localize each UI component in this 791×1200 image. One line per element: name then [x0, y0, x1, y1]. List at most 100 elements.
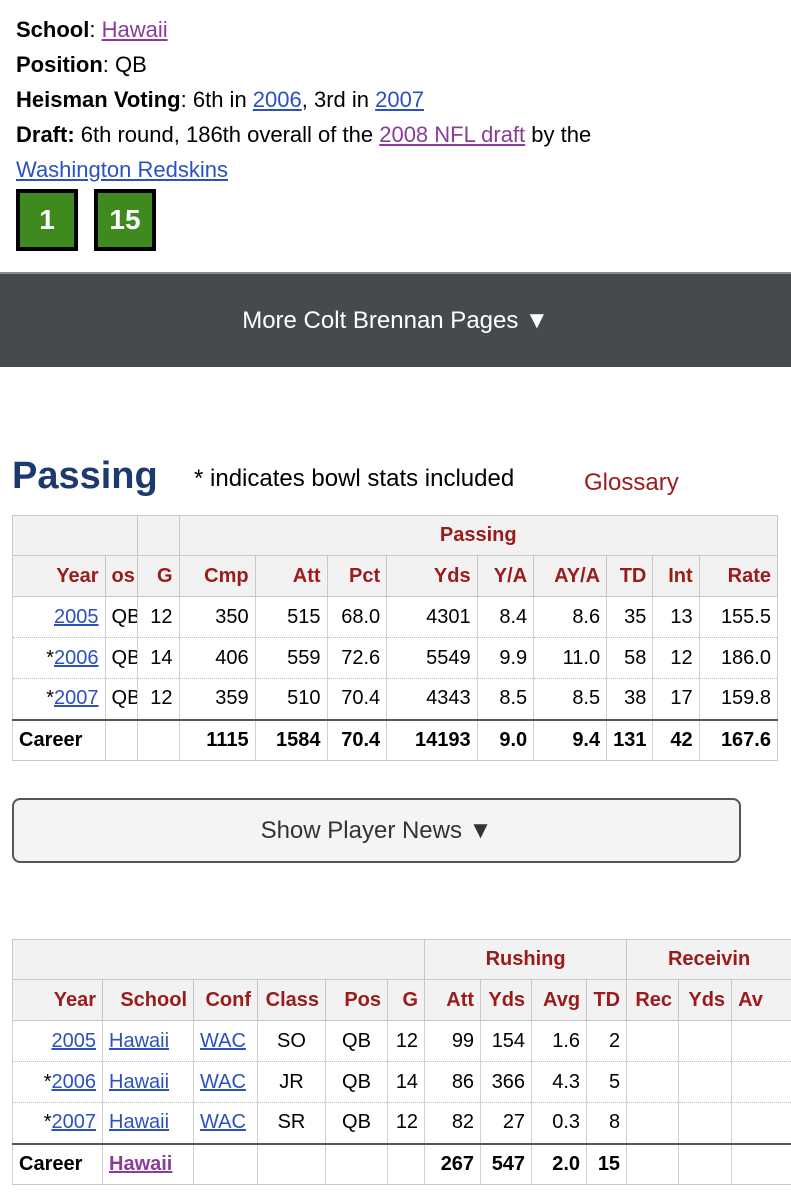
cmp-cell: 359 [178, 678, 256, 720]
heisman-text-2: , 3rd in [301, 87, 376, 112]
school-link[interactable]: Hawaii [109, 1070, 170, 1093]
pos-cell: QB [104, 637, 139, 679]
year-link[interactable]: 2006 [51, 1070, 97, 1093]
school-label: School [16, 17, 90, 42]
school-link[interactable]: Hawaii [109, 1029, 170, 1052]
col-pct[interactable]: Pct [326, 555, 388, 597]
col-rush-avg[interactable]: Avg [531, 979, 588, 1021]
table-row: *2007 Hawaii WAC SR QB 12 82 27 0.3 8 [12, 1102, 791, 1144]
conf-link[interactable]: WAC [200, 1070, 246, 1093]
glossary-link[interactable]: Glossary [584, 469, 679, 496]
draft-label: Draft: [16, 122, 75, 147]
col-td[interactable]: TD [606, 555, 654, 597]
table-row: *2007 QB 12 359 510 70.4 4343 8.5 8.5 38… [12, 678, 779, 720]
yds-cell: 4301 [386, 596, 478, 638]
col-pos[interactable]: Pos [325, 979, 388, 1021]
draft-link[interactable]: 2008 NFL draft [379, 122, 526, 147]
avg-cell: 4.3 [531, 1061, 588, 1103]
col-rec[interactable]: Rec [626, 979, 680, 1021]
rec-avg-cell [731, 1102, 791, 1144]
position-label: Position [16, 52, 103, 77]
cmp-cell: 1115 [178, 718, 256, 761]
year-link[interactable]: 2006 [54, 646, 99, 669]
heisman-year-link-2006[interactable]: 2006 [252, 87, 302, 112]
table-row: 2005 QB 12 350 515 68.0 4301 8.4 8.6 35 … [12, 596, 779, 638]
school-link[interactable]: Hawaii [109, 1111, 170, 1134]
avg-cell: 0.3 [531, 1102, 588, 1144]
col-ya[interactable]: Y/A [476, 555, 535, 597]
badge[interactable]: 1 [16, 189, 78, 251]
bowl-marker: * [43, 1070, 52, 1093]
rec-cell [626, 1061, 680, 1103]
col-yds[interactable]: Yds [386, 555, 478, 597]
heisman-year-link-2007[interactable]: 2007 [375, 87, 425, 112]
rec-cell [626, 1102, 680, 1144]
header-spacer [137, 515, 180, 556]
more-pages-button[interactable]: More Colt Brennan Pages ▼ [0, 272, 791, 367]
att-cell: 86 [424, 1061, 482, 1103]
ya-cell: 8.4 [476, 596, 535, 638]
school-link[interactable]: Hawaii [101, 17, 168, 42]
position-row: Position: QB [16, 52, 147, 77]
col-int[interactable]: Int [652, 555, 700, 597]
year-link[interactable]: 2007 [51, 1111, 97, 1134]
position-value: QB [115, 52, 147, 77]
draft-by-text: by the [525, 122, 592, 147]
career-label: Career [12, 718, 106, 761]
int-cell: 17 [652, 678, 700, 720]
att-cell: 267 [424, 1142, 482, 1185]
show-player-news-button[interactable]: Show Player News ▼ [12, 798, 741, 863]
year-link[interactable]: 2005 [54, 605, 99, 628]
career-school-link[interactable]: Hawaii [109, 1152, 173, 1175]
draft-team-link[interactable]: Washington Redskins [16, 157, 228, 182]
att-cell: 99 [424, 1020, 482, 1062]
header-spacer [11, 939, 426, 980]
col-year[interactable]: Year [12, 555, 106, 597]
pos-cell: QB [325, 1020, 388, 1062]
pos-cell: QB [104, 678, 139, 720]
col-rate[interactable]: Rate [698, 555, 779, 597]
att-cell: 1584 [254, 718, 328, 761]
col-rec-avg[interactable]: Av [731, 979, 791, 1021]
year-link[interactable]: 2007 [54, 687, 99, 710]
col-g[interactable]: G [386, 979, 426, 1021]
col-aya[interactable]: AY/A [533, 555, 608, 597]
col-g[interactable]: G [137, 555, 180, 597]
col-att[interactable]: Att [254, 555, 328, 597]
col-rush-yds[interactable]: Yds [480, 979, 533, 1021]
draft-team-row: Washington Redskins [16, 152, 591, 187]
col-cmp[interactable]: Cmp [178, 555, 256, 597]
col-class[interactable]: Class [257, 979, 326, 1021]
pct-cell: 68.0 [326, 596, 388, 638]
col-year[interactable]: Year [12, 979, 103, 1021]
passing-table: Passing Year os G Cmp Att Pct Yds Y/A AY… [11, 515, 779, 761]
badge[interactable]: 15 [94, 189, 156, 251]
draft-text: 6th round, 186th overall of the [74, 122, 380, 147]
col-school[interactable]: School [102, 979, 194, 1021]
rec-avg-cell [731, 1020, 791, 1062]
col-pos[interactable]: os [104, 555, 139, 597]
col-rush-td[interactable]: TD [586, 979, 628, 1021]
td-cell: 15 [586, 1142, 628, 1185]
rate-cell: 186.0 [698, 637, 779, 679]
rate-cell: 167.6 [698, 718, 779, 761]
empty-cell [257, 1142, 326, 1185]
conf-link[interactable]: WAC [200, 1029, 246, 1052]
int-cell: 12 [652, 637, 700, 679]
bowl-marker: * [46, 687, 55, 710]
heisman-text-1: 6th in [192, 87, 253, 112]
table-row: *2006 QB 14 406 559 72.6 5549 9.9 11.0 5… [12, 637, 779, 679]
col-conf[interactable]: Conf [193, 979, 258, 1021]
conf-link[interactable]: WAC [200, 1111, 246, 1134]
col-rush-att[interactable]: Att [424, 979, 482, 1021]
rec-avg-cell [731, 1061, 791, 1103]
rec-yds-cell [678, 1020, 733, 1062]
col-rec-yds[interactable]: Yds [678, 979, 733, 1021]
yds-cell: 4343 [386, 678, 478, 720]
att-cell: 559 [254, 637, 328, 679]
rec-cell [626, 1020, 680, 1062]
avg-cell: 1.6 [531, 1020, 588, 1062]
rushing-receiving-table: Rushing Receivin Year School Conf Class … [11, 939, 791, 1185]
att-cell: 510 [254, 678, 328, 720]
year-link[interactable]: 2005 [51, 1029, 97, 1052]
